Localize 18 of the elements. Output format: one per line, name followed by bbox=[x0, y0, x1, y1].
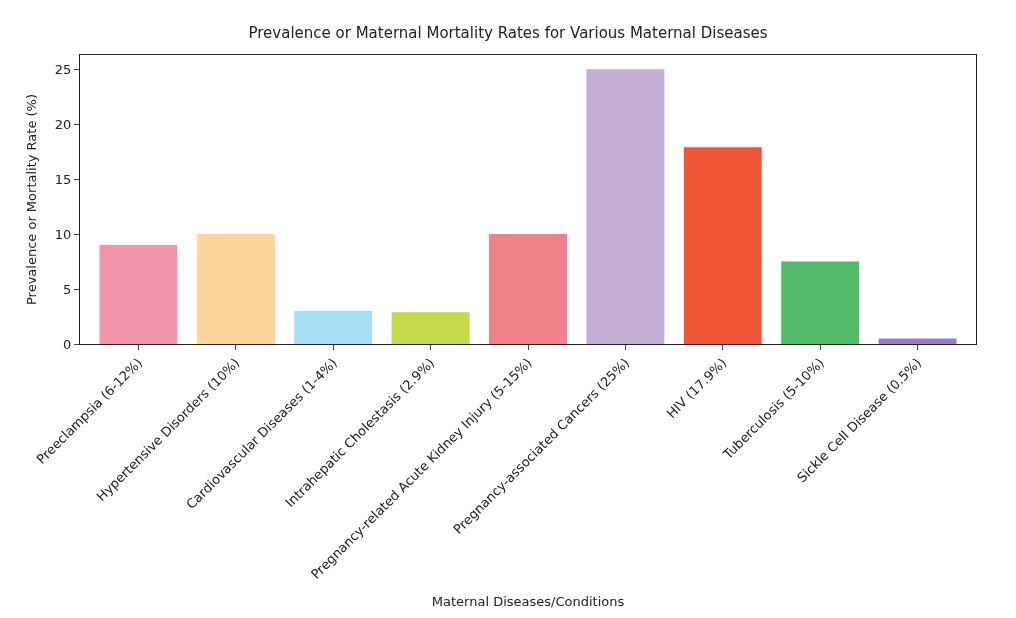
y-tick-label: 20 bbox=[54, 116, 72, 132]
bar bbox=[683, 147, 762, 344]
bar bbox=[391, 312, 470, 344]
y-tick-label: 0 bbox=[63, 336, 72, 352]
bar bbox=[878, 338, 957, 344]
bar bbox=[781, 261, 860, 344]
chart-title: Prevalence or Maternal Mortality Rates for Various Maternal Diseases bbox=[248, 24, 768, 43]
bar bbox=[196, 234, 275, 344]
x-axis-title: Maternal Diseases/Conditions bbox=[431, 593, 625, 609]
bar bbox=[99, 245, 178, 344]
bar bbox=[586, 69, 665, 344]
y-tick-label: 25 bbox=[54, 61, 72, 77]
y-axis-title: Prevalence or Mortality Rate (%) bbox=[23, 93, 39, 306]
bar bbox=[294, 311, 373, 344]
y-tick-label: 15 bbox=[54, 171, 72, 187]
y-tick-label: 10 bbox=[54, 226, 72, 242]
y-tick-label: 5 bbox=[63, 281, 72, 297]
bar bbox=[489, 234, 567, 344]
